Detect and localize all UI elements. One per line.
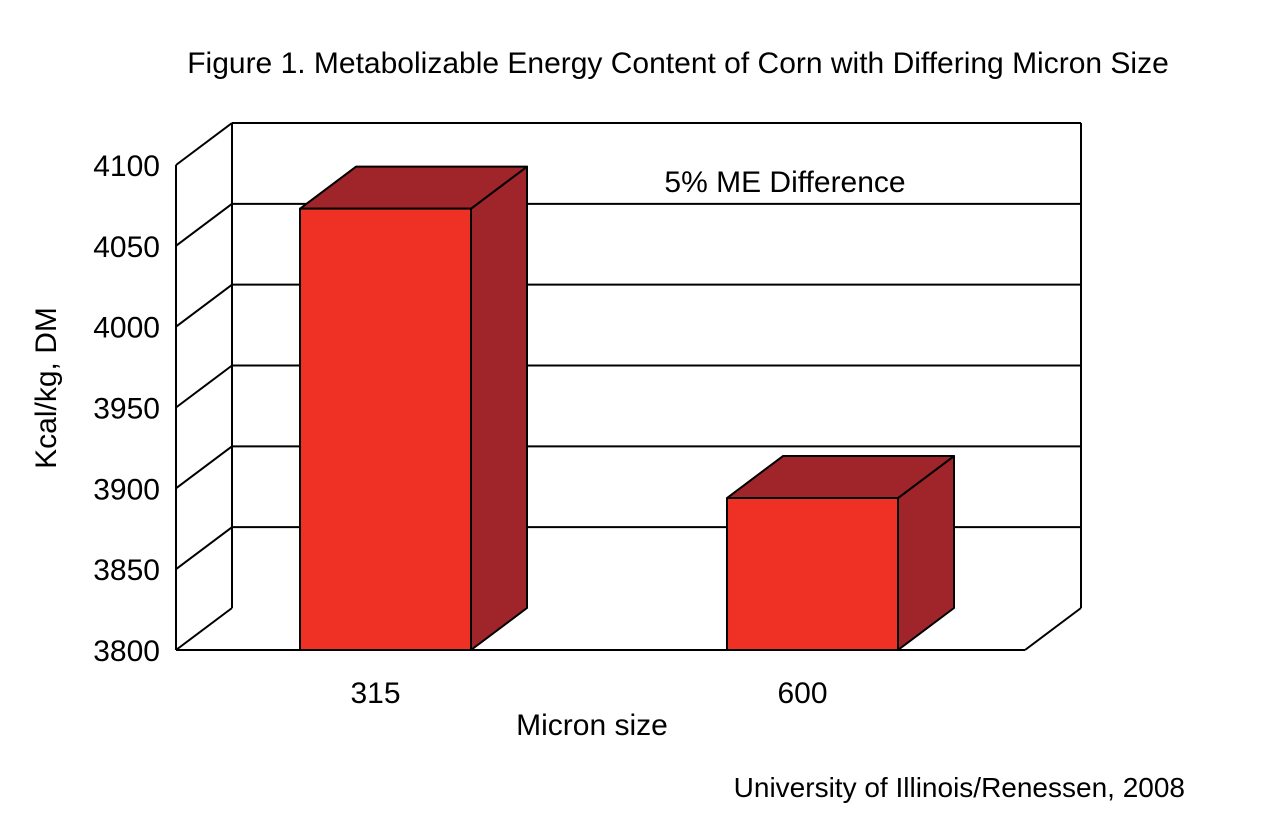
y-tick-label: 4000 — [93, 312, 160, 345]
bar-front — [299, 207, 472, 651]
bars — [299, 165, 955, 651]
bar-front — [726, 497, 899, 651]
left-wall-gridline — [175, 364, 233, 409]
chart-title: Figure 1. Metabolizable Energy Content o… — [187, 47, 1169, 80]
left-wall-gridline — [175, 203, 233, 247]
bar-600 — [726, 455, 955, 651]
left-wall-gridline — [175, 607, 233, 651]
left-wall-gridline — [175, 283, 233, 328]
y-tick-label: 4100 — [93, 150, 160, 183]
y-tick-label: 3900 — [93, 473, 160, 506]
left-wall-gridline — [175, 122, 233, 166]
annotation: 5% ME Difference — [664, 166, 905, 199]
left-wall-gridline — [175, 526, 233, 570]
x-axis-label: Micron size — [516, 709, 668, 742]
left-wall-gridline — [175, 445, 233, 490]
y-tick-labels: 3800 3850 3900 3950 4000 4050 4100 — [93, 150, 160, 668]
x-tick-labels: 315 600 — [350, 677, 827, 710]
y-tick-label: 3800 — [93, 635, 160, 668]
y-tick-label: 4050 — [93, 231, 160, 264]
bar-side — [470, 165, 528, 651]
x-tick-label: 315 — [350, 677, 400, 710]
bar-315 — [299, 165, 528, 651]
x-tick-label: 600 — [777, 677, 827, 710]
floor-right-edge — [1024, 607, 1082, 651]
y-axis-label: Kcal/kg, DM — [30, 307, 63, 469]
y-tick-label: 3850 — [93, 554, 160, 587]
y-tick-label: 3950 — [93, 393, 160, 426]
source-note: University of Illinois/Renessen, 2008 — [734, 772, 1185, 803]
